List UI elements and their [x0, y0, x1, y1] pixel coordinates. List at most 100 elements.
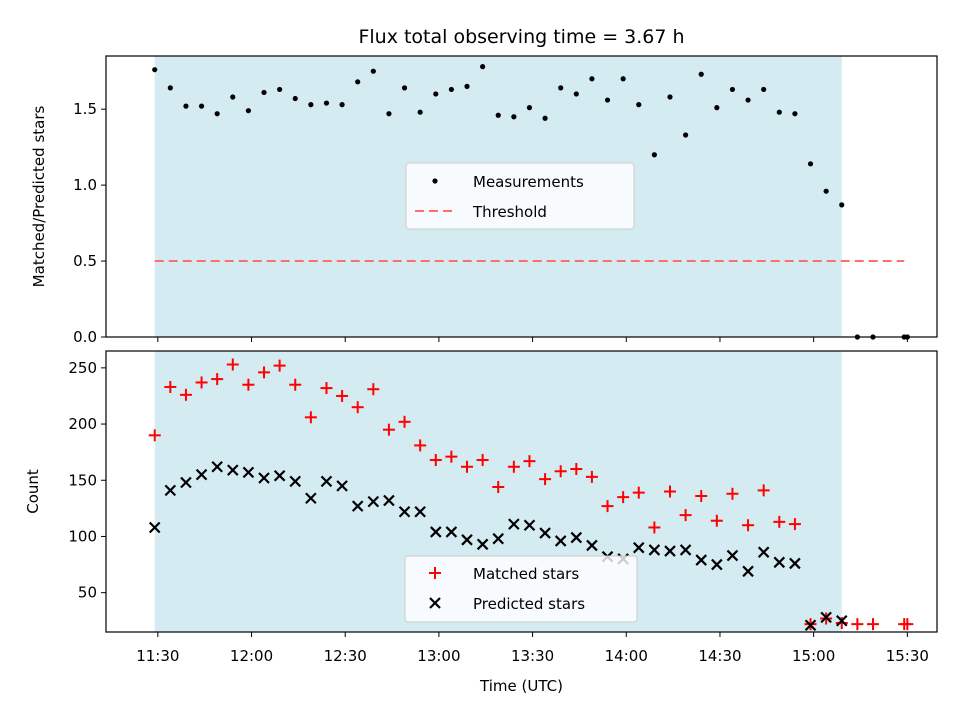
predicted-star-point [742, 565, 754, 578]
predicted-star-point [586, 539, 598, 552]
measurement-point [667, 94, 673, 100]
predicted-star-stroke-b [492, 532, 505, 545]
predicted-star-stroke-b [726, 549, 739, 562]
predicted-star-stroke-b [383, 494, 395, 507]
measurement-point [636, 102, 642, 108]
matched-star-point [554, 465, 567, 478]
predicted-star-point [398, 505, 411, 518]
matched-star-point [695, 489, 708, 502]
measurement-point [542, 115, 548, 121]
matched-star-point [901, 618, 914, 631]
x-tick-label-7: 15:00 [792, 647, 835, 665]
matched-star-point [539, 473, 552, 486]
predicted-star-point [305, 492, 317, 505]
measurement-point [167, 85, 173, 91]
predicted-star-point [336, 480, 348, 492]
measurement-point [448, 86, 454, 93]
predicted-star-point [320, 475, 333, 488]
matched-star-point [211, 373, 224, 386]
matched-star-point [476, 454, 489, 467]
top-legend: Measurements Threshold [405, 162, 635, 230]
measurement-point [152, 67, 158, 73]
measurement-point [589, 76, 595, 82]
predicted-star-point [180, 476, 192, 489]
legend-label-predicted-stars: Predicted stars [473, 595, 585, 613]
x-tick-label-8: 15:30 [886, 647, 929, 665]
predicted-star-stroke-b [289, 475, 302, 488]
measurement-point [183, 103, 189, 109]
predicted-star-point [429, 526, 442, 538]
bottom-x-ticks: 11:30 12:00 12:30 13:00 13:30 14:00 14:30 15:00… [136, 632, 929, 665]
predicted-star-stroke-b [305, 492, 317, 505]
measurement-point [417, 109, 423, 115]
matched-star-point [757, 484, 770, 497]
matched-star-point [273, 359, 286, 372]
matched-star-point [304, 411, 317, 424]
legend-label-matched-stars: Matched stars [473, 565, 579, 583]
predicted-star-stroke-b [632, 541, 645, 554]
measurement-point [792, 111, 798, 117]
measurement-point [277, 86, 283, 93]
bottom-y-tick-label-0: 50 [78, 584, 97, 602]
predicted-star-stroke-b [804, 619, 817, 632]
measurement-point [776, 109, 782, 115]
predicted-star-point [632, 541, 645, 554]
predicted-star-stroke-b [461, 534, 473, 546]
matched-star-point [242, 378, 255, 391]
matched-star-point [258, 366, 271, 379]
top-y-tick-label-0: 0.0 [73, 328, 97, 346]
measurement-point [495, 112, 501, 118]
matched-star-point [648, 521, 661, 534]
x-tick-label-4: 13:30 [511, 647, 554, 665]
legend-label-threshold: Threshold [472, 203, 547, 221]
measurement-point [714, 105, 720, 111]
matched-star-point [601, 500, 614, 513]
top-legend-box [405, 162, 635, 230]
matched-star-point [866, 618, 879, 631]
predicted-star-stroke-b [476, 538, 489, 551]
matched-star-point [367, 383, 380, 396]
measurement-point [386, 111, 392, 117]
matched-star-point [289, 378, 302, 391]
top-y-tick-label-1: 0.5 [73, 252, 97, 270]
matched-stars-series [148, 358, 914, 631]
predicted-star-point [476, 538, 489, 551]
measurement-point [292, 95, 298, 102]
matched-star-point [835, 617, 848, 630]
predicted-star-stroke-b [414, 505, 426, 518]
top-y-ticks: 0.0 0.5 1.0 1.5 [73, 100, 106, 346]
x-tick-label-5: 14:00 [605, 647, 648, 665]
matched-star-point [445, 450, 458, 463]
bottom-y-ticks: 50 100 150 200 250 [68, 359, 106, 602]
measurement-point [698, 71, 704, 77]
top-y-axis-label: Matched/Predicted stars [30, 106, 48, 288]
measurement-point [823, 188, 829, 194]
measurement-point [261, 89, 267, 96]
measurement-point [526, 105, 533, 111]
matched-star-point [414, 439, 427, 452]
bottom-y-tick-label-2: 150 [68, 471, 97, 489]
predicted-star-stroke-b [164, 484, 177, 497]
predicted-star-stroke-b [820, 611, 832, 624]
predicted-star-stroke-b [148, 521, 161, 534]
predicted-star-stroke-b [258, 472, 270, 484]
measurement-point [230, 94, 236, 100]
measurement-point [558, 85, 564, 91]
predicted-star-point [570, 531, 583, 544]
measurement-point [511, 114, 517, 120]
matched-star-point [320, 382, 333, 395]
predicted-star-stroke-b [773, 556, 786, 569]
measurement-point [464, 83, 470, 89]
measurement-point [198, 103, 205, 109]
predicted-star-stroke-b [648, 544, 661, 556]
matched-star-point [179, 388, 192, 401]
x-tick-label-1: 12:00 [230, 647, 273, 665]
bottom-legend-box [404, 555, 638, 623]
predicted-star-stroke-b [211, 460, 223, 473]
predicted-star-point [523, 519, 536, 531]
bottom-legend: Matched stars Predicted stars [404, 555, 638, 623]
predicted-star-point [148, 521, 161, 534]
predicted-star-point [773, 556, 786, 569]
matched-star-point [398, 415, 411, 428]
